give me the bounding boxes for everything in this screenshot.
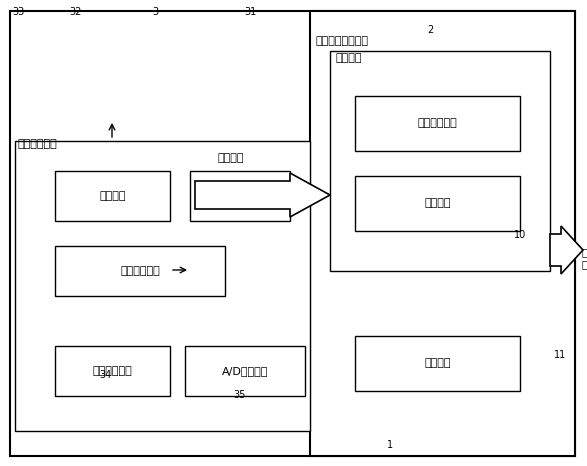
Polygon shape: [195, 173, 330, 217]
Text: 1: 1: [387, 440, 393, 450]
Text: 供电器的一路输出: 供电器的一路输出: [315, 36, 368, 46]
Bar: [55, 346, 170, 396]
Polygon shape: [550, 226, 583, 274]
Text: 控制模块: 控制模块: [99, 191, 126, 201]
Text: 31: 31: [244, 7, 256, 17]
Bar: [185, 346, 305, 396]
Text: 直流输入: 直流输入: [218, 153, 245, 163]
Text: 11: 11: [554, 350, 566, 360]
Text: 2: 2: [427, 25, 433, 35]
Text: 32: 32: [69, 7, 81, 17]
Bar: [355, 176, 520, 231]
Text: 35: 35: [234, 390, 246, 400]
Text: 开关电路: 开关电路: [335, 53, 362, 63]
Text: 采样装置: 采样装置: [424, 358, 451, 369]
Bar: [55, 246, 225, 296]
Text: A/D转换模块: A/D转换模块: [222, 366, 268, 376]
Text: 开关装置: 开关装置: [424, 199, 451, 208]
Bar: [355, 336, 520, 391]
Text: 开关控制装置: 开关控制装置: [417, 118, 457, 129]
Bar: [355, 96, 520, 151]
Text: 10: 10: [514, 230, 526, 240]
Text: 3: 3: [152, 7, 158, 17]
Bar: [55, 171, 170, 221]
Text: 过流判断模块: 过流判断模块: [93, 366, 133, 376]
Bar: [330, 51, 550, 271]
Text: 直流输出
至供电口: 直流输出 至供电口: [581, 247, 587, 269]
Text: 34: 34: [99, 370, 111, 380]
Text: 计时模块: 计时模块: [227, 191, 253, 201]
Text: 33: 33: [12, 7, 24, 17]
Bar: [15, 141, 310, 431]
Text: 短路判断模块: 短路判断模块: [120, 266, 160, 276]
Bar: [310, 11, 575, 456]
Text: 判断控制系统: 判断控制系统: [18, 139, 58, 149]
Bar: [190, 171, 290, 221]
